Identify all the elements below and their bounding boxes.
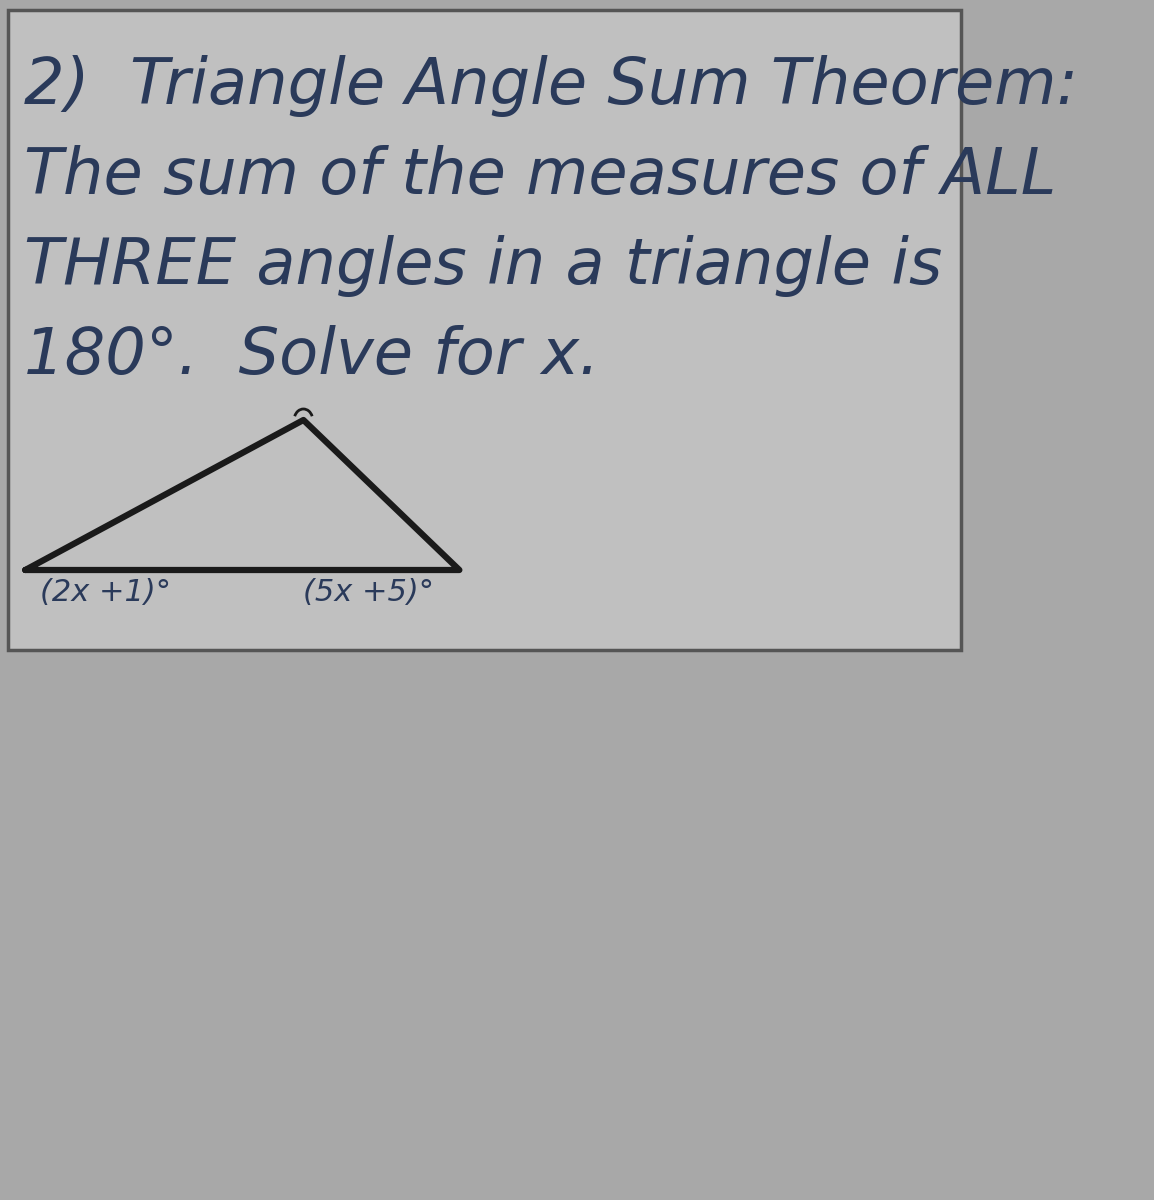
Text: 2)  Triangle Angle Sum Theorem:: 2) Triangle Angle Sum Theorem:: [23, 55, 1078, 116]
Text: THREE angles in a triangle is: THREE angles in a triangle is: [23, 235, 942, 296]
Text: 180°.  Solve for x.: 180°. Solve for x.: [23, 325, 599, 386]
Text: The sum of the measures of ALL: The sum of the measures of ALL: [23, 145, 1056, 206]
Text: (5x +5)°: (5x +5)°: [304, 578, 434, 607]
Bar: [8, 10, 961, 650]
Text: (2x +1)°: (2x +1)°: [40, 578, 172, 607]
